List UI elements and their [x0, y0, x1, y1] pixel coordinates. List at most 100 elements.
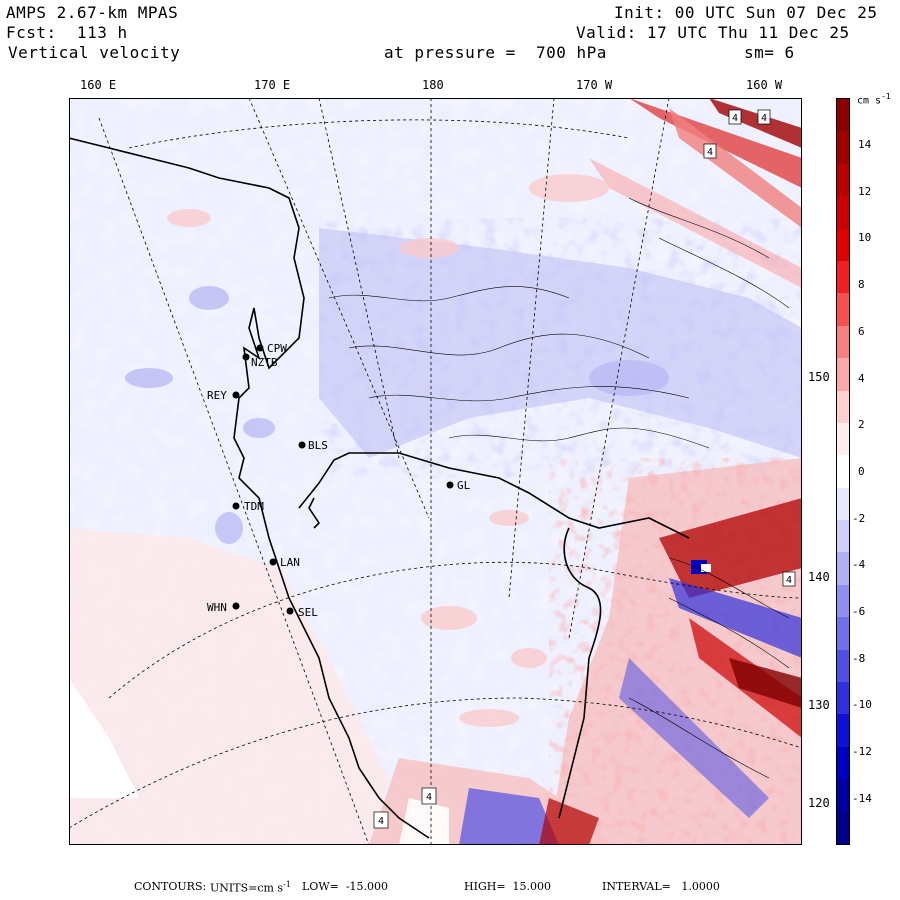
forecast-hour: Fcst: 113 h	[6, 23, 128, 42]
graticule	[69, 98, 802, 845]
station-dot-tdm	[232, 502, 240, 510]
colorbar-segment	[837, 487, 849, 521]
blue-patches	[125, 286, 669, 544]
extrema-label-3: 4	[707, 147, 713, 158]
model-title: AMPS 2.67-km MPAS	[6, 3, 179, 22]
station-dot-cpw	[256, 344, 264, 352]
colorbar-tick-label: -4	[852, 558, 866, 572]
colorbar-segment	[837, 520, 849, 553]
extrema-label-6: 4	[378, 816, 384, 827]
colorbar-tick-label: 4	[858, 371, 865, 385]
station-dot-bls	[298, 441, 306, 449]
colorbar-segment	[837, 228, 849, 261]
station-label-bls: BLS	[308, 439, 328, 452]
colorbar-segment	[837, 682, 849, 715]
station-label-tdm: TDM	[244, 500, 264, 513]
colorbar-tick-label: -6	[852, 605, 866, 618]
footer-contours-label: CONTOURS:	[134, 880, 207, 893]
footer-high: HIGH= 15.000	[464, 880, 552, 893]
colorbar-tick-label: -2	[852, 511, 866, 525]
colorbar-tick-label: -12	[852, 745, 872, 759]
colorbar-segment	[837, 422, 849, 456]
colorbar-segment	[837, 260, 849, 294]
colorbar-segment	[837, 649, 849, 683]
colorbar-segment	[837, 584, 849, 618]
smoothing-value: sm= 6	[744, 43, 795, 62]
colorbar-segment	[837, 455, 849, 488]
station-markers	[232, 344, 454, 615]
extrema-label-5: 4	[426, 792, 432, 803]
colorbar-units-exponent: -1	[881, 92, 891, 101]
colorbar-tick-label: -14	[852, 791, 872, 805]
no-data-region	[69, 678, 139, 798]
map-frame	[69, 98, 802, 845]
station-label-cpw: CPW	[267, 342, 287, 355]
station-dot-sel	[286, 607, 294, 615]
colorbar-tick-label: 14	[858, 138, 872, 151]
extrema-label-2: 4	[761, 113, 767, 124]
extrema-box-1	[728, 109, 742, 125]
footer-units: UNITS=cm s-1	[210, 880, 291, 895]
variable-name: Vertical velocity	[8, 43, 181, 62]
colorbar-segment	[837, 293, 849, 326]
extrema-label-1: 4	[732, 113, 738, 124]
pressure-level: at pressure = 700 hPa	[384, 43, 607, 62]
colorbar-tick-label: 2	[858, 418, 865, 432]
extrema-label-4: 4	[786, 575, 792, 586]
contour-lines	[328, 197, 790, 779]
extrema-markers: 4 4 4 4 4 4	[373, 109, 796, 829]
colorbar-segment	[837, 811, 849, 844]
footer-units-text: UNITS=cm s	[210, 881, 284, 895]
colorbar-segment	[837, 358, 849, 391]
colorbar-tick-label: 6	[858, 324, 865, 338]
colorbar-segment	[837, 617, 849, 650]
plateau-region	[69, 528, 389, 845]
valid-time: Valid: 17 UTC Thu 11 Dec 25	[576, 23, 850, 42]
extrema-box-5	[421, 787, 437, 805]
lon-label-180: 180	[422, 78, 444, 92]
colorbar-tick-label: 12	[858, 184, 872, 198]
station-label-nztb: NZTB	[251, 356, 278, 369]
footer-units-exponent: -1	[283, 880, 291, 889]
colorbar-tick-label: 10	[858, 231, 872, 245]
lon-label-160e: 160 E	[80, 78, 117, 92]
pink-patches	[167, 174, 609, 727]
station-label-rey: REY	[207, 389, 227, 402]
coastline	[69, 137, 690, 839]
extrema-box-6	[373, 811, 389, 829]
lon-label-170e: 170 E	[254, 78, 291, 92]
colorbar-tick-label: 0	[858, 464, 865, 478]
colorbar-segment	[837, 390, 849, 423]
extrema-box-4	[782, 571, 796, 587]
east-turbulence	[549, 458, 802, 845]
station-dot-gl	[446, 481, 454, 489]
station-dot-whn	[232, 602, 240, 610]
colorbar-tick-label: 8	[858, 278, 865, 292]
subsidence-texture	[319, 218, 802, 478]
extrema-box-2	[757, 109, 771, 125]
colorbar-segment	[837, 779, 849, 812]
colorbar-tick-label: -10	[852, 698, 872, 712]
colorbar-segment	[837, 325, 849, 359]
init-time: Init: 00 UTC Sun 07 Dec 25	[614, 3, 878, 22]
lon-label-160w: 160 W	[746, 78, 783, 92]
extrema-box-3	[703, 143, 717, 159]
station-label-whn: WHN	[207, 601, 227, 614]
vertical-velocity-map: 4 4 4 4 4 4	[69, 98, 802, 845]
colorbar-segment	[837, 746, 849, 780]
colorbar-units-text: cm s	[857, 95, 882, 107]
bottom-turbulence	[369, 758, 609, 845]
lon-label-170w: 170 W	[576, 78, 613, 92]
colorbar-segment	[837, 552, 849, 585]
footer-low: LOW= -15.000	[302, 880, 389, 893]
colorbar-segment	[837, 131, 849, 164]
colorbar-segment	[837, 163, 849, 197]
colorbar-segment	[837, 714, 849, 747]
station-label-gl: GL	[457, 479, 471, 492]
colorbar-units: cm s-1	[857, 92, 891, 106]
footer-interval: INTERVAL= 1.0000	[602, 880, 720, 893]
station-label-sel: SEL	[298, 606, 318, 619]
station-label-lan: LAN	[280, 556, 300, 569]
colorbar-segment	[837, 196, 849, 229]
station-dot-lan	[269, 558, 277, 566]
